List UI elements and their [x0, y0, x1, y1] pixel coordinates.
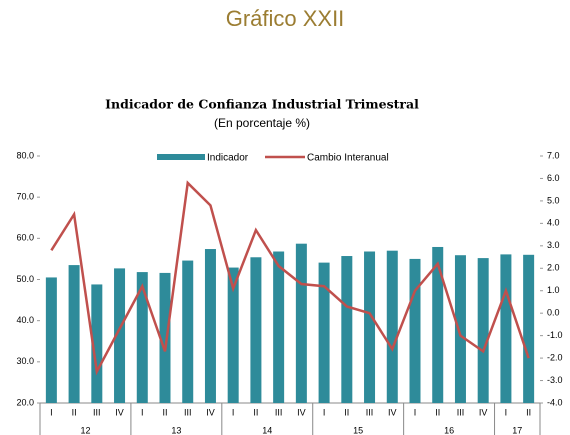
bar [68, 265, 80, 403]
bar [227, 267, 239, 403]
x-tick-label: II [526, 407, 531, 417]
x-tick-label: I [414, 407, 417, 417]
y-tick-label: 70.0 [16, 192, 34, 202]
y2-tick-label: -3.0 [547, 375, 563, 385]
x-tick-label: II [162, 407, 167, 417]
y2-tick-label: 5.0 [547, 195, 560, 205]
legend-label: Cambio Interanual [307, 153, 389, 164]
y-tick-label: 60.0 [16, 233, 34, 243]
x-tick-label: IV [297, 407, 306, 417]
bar [250, 257, 262, 403]
legend-swatch [157, 154, 205, 160]
chart-subtitle: (En porcentaje %) [214, 116, 310, 130]
x-tick-label: I [323, 407, 326, 417]
bar [432, 246, 444, 403]
x-tick-label: II [344, 407, 349, 417]
x-tick-label: III [93, 407, 101, 417]
bar [91, 284, 103, 403]
x-tick-label: III [184, 407, 192, 417]
y-tick-label: 40.0 [16, 315, 34, 325]
page-title: Gráfico XXII [226, 6, 345, 31]
x-tick-label: II [72, 407, 77, 417]
bar [364, 251, 376, 403]
bar [500, 254, 512, 403]
group-label: 15 [353, 425, 363, 435]
y-tick-label: 20.0 [16, 397, 34, 407]
bar [114, 268, 126, 403]
bar [409, 258, 421, 403]
x-tick-label: III [366, 407, 374, 417]
bar [386, 250, 398, 403]
y2-tick-label: -2.0 [547, 352, 563, 362]
x-tick-label: I [505, 407, 508, 417]
y-tick-label: 50.0 [16, 274, 34, 284]
x-tick-label: II [253, 407, 258, 417]
group-label: 12 [80, 425, 90, 435]
group-label: 17 [512, 425, 522, 435]
x-tick-label: I [141, 407, 144, 417]
group-label: 14 [262, 425, 272, 435]
x-tick-label: III [457, 407, 465, 417]
bar [204, 249, 216, 403]
chart-title: Indicador de Confianza Industrial Trimes… [105, 97, 419, 112]
x-tick-label: IV [479, 407, 488, 417]
bar [477, 258, 489, 403]
bar [159, 272, 171, 403]
bar [523, 254, 535, 403]
x-tick-label: IV [388, 407, 397, 417]
bar [454, 255, 466, 403]
y2-tick-label: -4.0 [547, 397, 563, 407]
x-tick-label: I [50, 407, 53, 417]
bar [318, 262, 330, 403]
y2-tick-label: 7.0 [547, 150, 560, 160]
y2-tick-label: 3.0 [547, 240, 560, 250]
y2-tick-label: 4.0 [547, 218, 560, 228]
bar [341, 256, 353, 403]
y2-tick-label: 0.0 [547, 308, 560, 318]
y2-tick-label: 1.0 [547, 285, 560, 295]
line [50, 180, 530, 376]
y2-tick-label: 2.0 [547, 263, 560, 273]
x-tick-label: IV [115, 407, 124, 417]
bar [182, 260, 194, 403]
legend-label: Indicador [207, 153, 249, 164]
y-tick-label: 80.0 [16, 150, 34, 160]
bar [136, 272, 148, 403]
bar [273, 251, 285, 403]
bar [45, 277, 57, 403]
x-tick-label: I [232, 407, 235, 417]
y2-tick-label: -1.0 [547, 330, 563, 340]
y-tick-label: 30.0 [16, 356, 34, 366]
x-tick-label: III [275, 407, 283, 417]
x-tick-label: II [435, 407, 440, 417]
group-label: 13 [171, 425, 181, 435]
bar [295, 243, 307, 403]
y2-tick-label: 6.0 [547, 173, 560, 183]
group-label: 16 [444, 425, 454, 435]
x-tick-label: IV [206, 407, 215, 417]
